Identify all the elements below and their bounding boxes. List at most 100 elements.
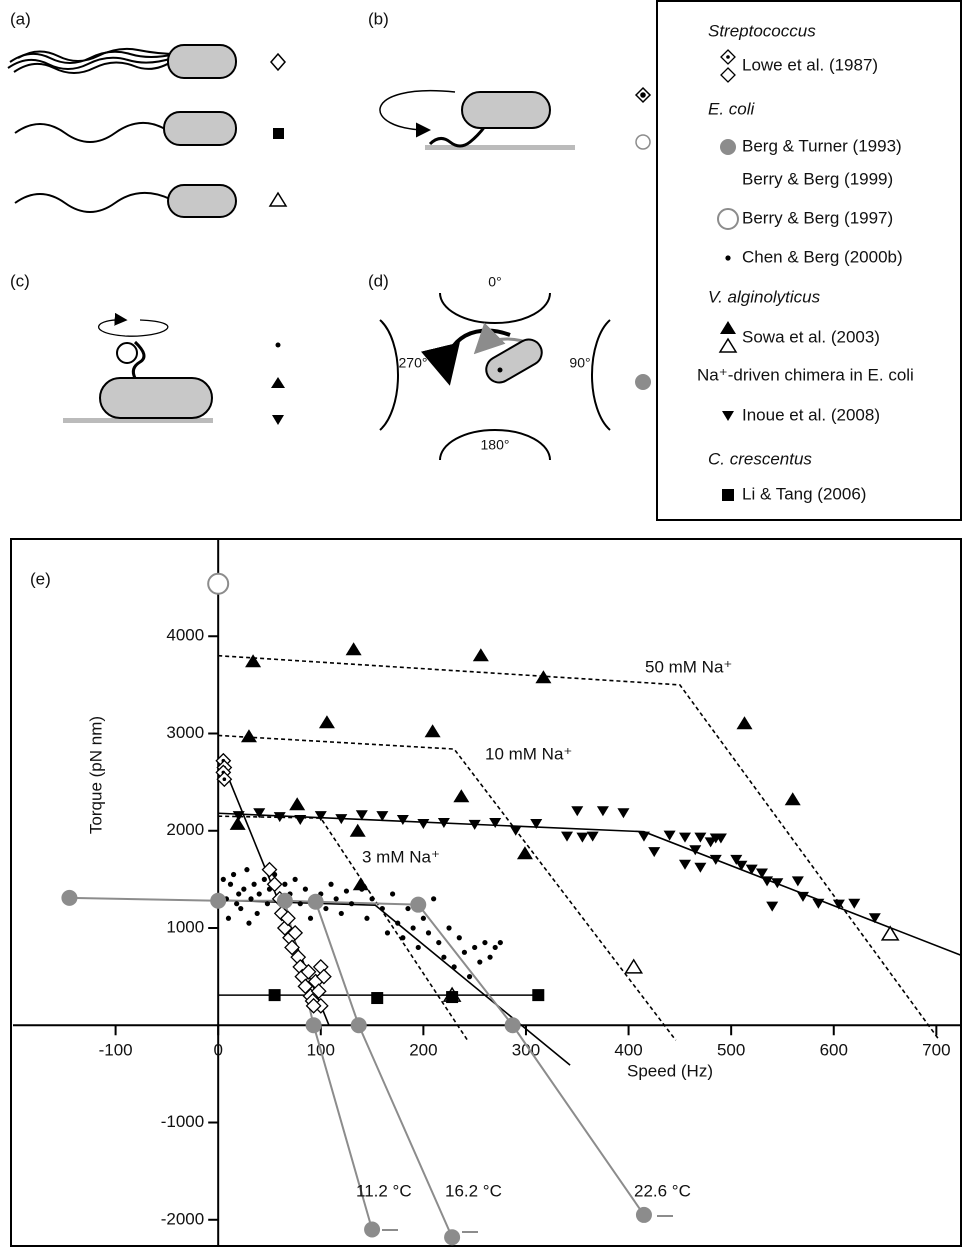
y-tick-label: 2000 (166, 820, 204, 839)
marker (376, 811, 389, 822)
marker (251, 881, 257, 887)
marker (720, 67, 736, 83)
marker (425, 930, 432, 936)
marker (784, 792, 801, 806)
marker (284, 939, 300, 956)
plot-box (10, 538, 962, 1247)
y-axis-label: Torque (pN nm) (86, 716, 105, 834)
marker (717, 208, 739, 230)
marker (335, 814, 348, 825)
marker (338, 910, 344, 917)
panel-a: (a) (7, 9, 288, 218)
marker (437, 817, 450, 828)
marker (390, 891, 396, 897)
marker (420, 915, 426, 921)
marker (349, 823, 366, 837)
marker (395, 920, 401, 926)
panel-label: (c) (10, 271, 30, 290)
marker (229, 816, 246, 830)
marker (371, 992, 384, 1005)
marker (586, 831, 599, 842)
marker (735, 860, 748, 871)
marker (596, 806, 609, 817)
x-tick-label: 500 (717, 1041, 745, 1060)
marker (314, 811, 327, 822)
marker (709, 854, 722, 865)
marker (369, 896, 375, 902)
marker (310, 983, 327, 1000)
marker (364, 1221, 381, 1238)
angle-label: 0° (488, 274, 501, 290)
marker (576, 832, 589, 843)
marker (848, 898, 861, 909)
marker (294, 815, 307, 826)
panel-c: (c) (10, 271, 285, 425)
x-tick-label: -100 (99, 1041, 133, 1060)
panel-label: (a) (10, 9, 31, 28)
marker (530, 818, 543, 829)
fit-line (417, 904, 645, 1216)
marker (436, 939, 442, 946)
marker (289, 797, 306, 811)
marker (410, 925, 416, 931)
marker (232, 811, 245, 822)
legend-label: Li & Tang (2006) (742, 484, 866, 503)
annotation: 22.6 °C (634, 1181, 691, 1200)
x-tick-label: 0 (213, 1041, 222, 1060)
annotation: 11.2 °C (356, 1181, 412, 1200)
legend-label: Berry & Berg (1999) (742, 169, 893, 188)
marker (268, 989, 281, 1002)
fit-line (222, 899, 571, 1066)
marker (730, 854, 743, 865)
marker (276, 892, 293, 909)
panel-label: (e) (30, 569, 51, 588)
legend-label: Berg & Turner (1993) (742, 136, 902, 155)
marker (516, 846, 533, 860)
marker (245, 654, 262, 668)
legend-label: Lowe et al. (1987) (742, 55, 878, 74)
marker (297, 901, 303, 907)
marker (318, 715, 335, 729)
marker (315, 968, 332, 985)
annotation: 16.2 °C (445, 1181, 502, 1200)
marker (396, 815, 409, 826)
angle-label: 270° (399, 355, 428, 371)
marker (461, 949, 468, 955)
marker (415, 944, 421, 951)
marker-dot (222, 777, 227, 782)
marker (348, 901, 355, 907)
marker (482, 939, 488, 946)
marker (273, 905, 290, 922)
marker (720, 139, 736, 155)
annotation: 50 mM Na⁺ (645, 657, 732, 676)
marker (571, 806, 584, 817)
marker (745, 864, 758, 875)
annotation: 3 mM Na⁺ (362, 847, 440, 866)
marker (812, 898, 825, 909)
marker (261, 876, 267, 882)
marker (292, 876, 298, 882)
marker (472, 648, 489, 662)
marker (635, 1206, 652, 1223)
legend-heading: V. alginolyticus (708, 287, 821, 306)
marker (302, 886, 308, 892)
legend-label: Inoue et al. (2008) (742, 405, 880, 424)
marker (424, 724, 441, 738)
marker (444, 1229, 461, 1246)
marker (236, 891, 242, 897)
marker (466, 974, 473, 980)
marker (352, 877, 369, 891)
marker (431, 896, 437, 902)
marker (771, 878, 784, 889)
marker (678, 832, 691, 843)
marker (240, 729, 257, 743)
marker (61, 889, 78, 906)
marker (637, 831, 650, 842)
marker (323, 905, 329, 912)
marker (497, 939, 503, 946)
y-tick-label: -1000 (161, 1112, 204, 1131)
marker (722, 411, 734, 421)
marker (246, 920, 252, 926)
fit-line (218, 734, 677, 1041)
